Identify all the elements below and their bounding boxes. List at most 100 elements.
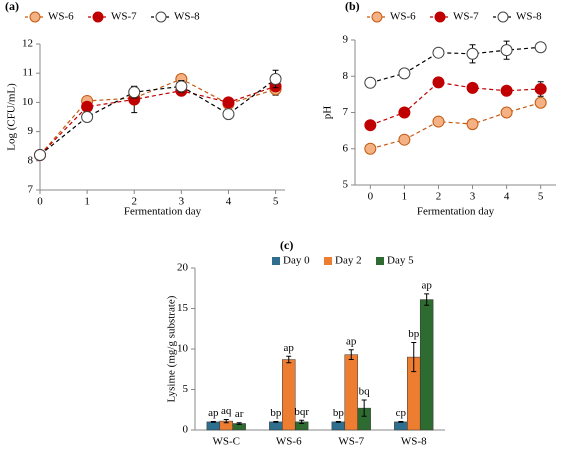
data-point — [432, 76, 445, 89]
error-bar — [210, 420, 216, 423]
significance-label: ap — [208, 407, 219, 419]
significance-label: bqr — [294, 406, 309, 418]
legend-label: WS-8 — [174, 11, 200, 23]
significance-label: bp — [333, 407, 345, 419]
data-point — [269, 73, 282, 86]
x-tick-label: 2 — [436, 191, 442, 203]
legend-marker — [92, 11, 104, 23]
legend-marker — [155, 11, 167, 23]
y-tick-label: 7 — [28, 184, 34, 196]
x-tick-label: WS-8 — [401, 436, 427, 448]
data-point — [534, 96, 547, 109]
data-point — [500, 106, 513, 119]
data-point — [222, 108, 235, 121]
legend-label: WS-7 — [453, 11, 479, 23]
legend-swatch — [324, 257, 332, 265]
data-point — [432, 46, 445, 59]
bar — [282, 359, 296, 431]
series-line — [39, 85, 276, 156]
x-tick-label: WS-7 — [338, 436, 364, 448]
y-tick-label: 0 — [183, 424, 189, 436]
error-bar — [348, 349, 354, 361]
y-tick-label: 5 — [343, 179, 349, 191]
error-bar — [335, 420, 341, 423]
significance-label: bq — [359, 386, 371, 398]
legend-label: WS-7 — [111, 11, 137, 23]
bar — [269, 421, 283, 431]
error-bar — [273, 420, 279, 423]
data-point — [364, 76, 377, 89]
y-tick-label: 10 — [22, 96, 34, 108]
y-axis-label: Lysime (mg/g substrate) — [166, 295, 178, 402]
data-point — [466, 118, 479, 131]
data-point — [364, 142, 377, 155]
y-tick-label: 9 — [28, 125, 34, 137]
data-point — [128, 86, 141, 99]
significance-label: bp — [270, 407, 282, 419]
x-tick-label: 0 — [368, 191, 374, 203]
legend-marker — [497, 11, 509, 23]
data-point — [534, 82, 547, 95]
legend-label: Day 5 — [387, 255, 414, 267]
error-bar — [299, 419, 305, 425]
data-point — [398, 67, 411, 80]
data-point — [81, 111, 94, 123]
x-tick-label: 3 — [470, 191, 476, 203]
panel-title: (c) — [280, 238, 293, 252]
legend-label: WS-6 — [390, 11, 416, 23]
significance-label: ar — [235, 408, 244, 420]
significance-label: cp — [396, 407, 407, 419]
data-point — [432, 115, 445, 128]
y-tick-label: 11 — [22, 67, 33, 79]
legend-label: WS-6 — [48, 11, 74, 23]
y-tick-label: 15 — [177, 302, 189, 314]
error-bar — [398, 420, 404, 423]
x-tick-label: WS-C — [213, 436, 241, 448]
y-tick-label: 10 — [177, 343, 189, 355]
x-tick-label: 0 — [37, 196, 43, 208]
data-point — [81, 100, 94, 113]
legend-marker — [434, 11, 446, 23]
x-axis-label: Fermentation day — [417, 206, 495, 218]
legend-marker — [371, 11, 383, 23]
data-point — [466, 47, 479, 60]
legend-label: Day 2 — [335, 255, 362, 267]
data-point — [500, 44, 513, 57]
error-bar — [236, 422, 242, 425]
x-tick-label: WS-6 — [276, 436, 302, 448]
data-point — [534, 41, 547, 54]
data-point — [175, 80, 188, 93]
x-tick-label: 1 — [84, 196, 90, 208]
data-point — [500, 84, 513, 97]
legend-label: WS-8 — [516, 11, 542, 23]
x-tick-label: 4 — [504, 191, 510, 203]
significance-label: ap — [346, 335, 357, 347]
data-point — [466, 81, 479, 94]
y-tick-label: 8 — [343, 70, 349, 82]
y-axis-label: Log (CFU/mL) — [6, 83, 18, 151]
bar — [419, 299, 434, 431]
data-point — [222, 96, 235, 109]
x-axis-label: Fermentation day — [124, 206, 202, 218]
series-line — [370, 81, 541, 126]
x-tick-label: 1 — [402, 191, 408, 203]
y-tick-label: 12 — [22, 38, 33, 50]
y-tick-label: 7 — [343, 106, 349, 118]
panel-title: (a) — [5, 0, 19, 13]
data-point — [34, 148, 46, 161]
error-bar — [411, 342, 417, 373]
data-point — [364, 119, 377, 132]
y-tick-label: 6 — [343, 142, 349, 154]
legend-swatch — [272, 257, 280, 265]
error-bar — [361, 399, 367, 417]
significance-label: aq — [221, 405, 232, 417]
y-tick-label: 8 — [28, 154, 34, 166]
y-tick-label: 9 — [343, 34, 349, 46]
legend-label: Day 0 — [283, 255, 310, 267]
x-tick-label: 4 — [226, 196, 232, 208]
bar — [331, 421, 346, 431]
legend-marker — [29, 11, 41, 23]
bar — [206, 421, 221, 431]
significance-label: ap — [284, 342, 295, 354]
